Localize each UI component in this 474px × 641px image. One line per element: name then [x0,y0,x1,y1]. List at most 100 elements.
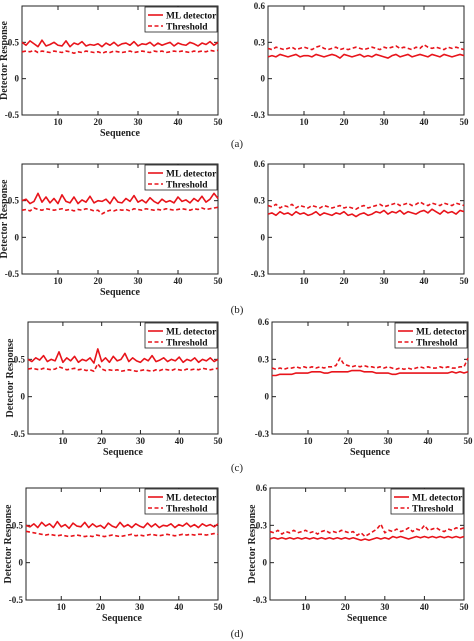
x-tick-label: 10 [300,117,310,127]
y-tick-label: -0.5 [5,110,20,120]
threshold-line [25,530,219,538]
legend-label: Threshold [412,505,454,515]
legend-label: ML detector [166,12,217,22]
plot-frame [267,5,465,116]
x-tick-label: 20 [341,602,351,612]
plot-frame [21,163,219,275]
plot-frame [27,321,219,435]
x-axis-label: Sequence [100,287,141,298]
x-tick-label: 20 [344,436,354,446]
y-tick-label: -0.5 [9,595,24,605]
ml-detector-line [272,369,469,377]
x-tick-label: 10 [54,117,64,127]
x-tick-label: 20 [340,276,350,286]
x-tick-label: 50 [464,436,474,446]
x-tick-label: 20 [94,117,104,127]
y-tick-label: 0.3 [258,354,270,364]
x-tick-label: 10 [300,276,310,286]
legend-label: Threshold [416,339,458,349]
y-tick-label: 0 [15,232,20,242]
caption-b: (b) [231,304,244,316]
ml-detector-line [267,53,465,59]
ml-detector-line [267,208,465,218]
chart-b-right: -0.3 0 0.3 0.6 10 20 30 40 50 [251,159,469,286]
x-axis-label: Sequence [347,613,388,624]
y-axis-label: Detector Response [3,504,14,584]
x-axis-label: Sequence [102,613,143,624]
x-tick-label: 40 [420,602,430,612]
y-tick-label: -0.3 [255,429,270,439]
x-tick-label: 50 [460,117,470,127]
legend-box [390,488,464,515]
y-tick-label: -0.3 [251,269,266,279]
ml-detector-line [25,520,219,530]
x-tick-label: 10 [301,602,311,612]
x-tick-label: 40 [420,117,430,127]
x-tick-label: 20 [97,436,107,446]
ml-detector-line [21,39,219,48]
x-tick-label: 50 [460,602,470,612]
x-tick-label: 20 [96,602,106,612]
x-tick-label: 40 [174,602,184,612]
x-axis-label: Sequence [100,128,141,139]
x-tick-label: 50 [214,602,224,612]
legend-label: ML detector [166,328,217,338]
legend-label: Threshold [166,181,208,191]
x-tick-label: 30 [134,117,144,127]
legend-box [394,322,468,349]
y-tick-label: 0 [263,558,268,568]
x-tick-label: 30 [135,602,145,612]
y-axis-label: Detector Response [5,338,16,418]
legend-label: ML detector [416,328,467,338]
y-tick-label: 0.6 [254,1,266,11]
x-tick-label: 50 [460,276,470,286]
chart-d-left: -0.5 0 0.5 10 20 30 40 50 Sequence Detector Respo… [3,487,224,624]
y-axis-label: Detector Response [0,179,10,259]
x-tick-label: 10 [54,276,64,286]
legend-box [144,488,218,515]
y-tick-label: 0 [265,392,270,402]
legend-box [144,6,218,33]
legend-label: ML detector [166,494,217,504]
y-tick-label: 0 [261,74,266,84]
threshold-line [267,43,465,51]
captions: (a) (b) (c) (d) [231,138,244,640]
x-tick-label: 40 [174,117,184,127]
chart-c-right: -0.3 0 0.3 0.6 10 20 30 40 50 Sequence ML detector… [255,317,473,458]
x-axis-label: Sequence [103,447,144,458]
y-axis-label: Detector Response [0,20,10,100]
caption-c: (c) [231,462,244,474]
x-tick-label: 20 [94,276,104,286]
y-tick-label: 0.5 [8,37,20,47]
chart-a-left: -0.5 0 0.5 10 20 30 40 50 Sequence Detector Respo… [0,5,223,139]
chart-b-left: -0.5 0 0.5 10 20 30 40 50 Sequence Detector Respo… [0,163,223,298]
x-tick-label: 30 [380,602,390,612]
legend-label: Threshold [166,505,208,515]
plot-frame [21,5,219,116]
y-tick-label: 0.3 [256,520,268,530]
x-tick-label: 40 [174,276,184,286]
x-tick-label: 50 [214,436,224,446]
chart-c-left: -0.5 0 0.5 10 20 30 40 50 Sequence Detector Respo… [5,321,224,458]
x-tick-label: 10 [58,436,68,446]
y-tick-label: 0 [261,232,266,242]
legend-label: Threshold [166,23,208,33]
x-tick-label: 40 [424,436,434,446]
ml-detector-line [269,535,465,542]
threshold-line [271,357,469,371]
x-tick-label: 30 [134,276,144,286]
threshold-line [21,49,219,55]
x-tick-label: 20 [340,117,350,127]
x-tick-label: 40 [175,436,185,446]
y-tick-label: -0.5 [11,429,26,439]
y-tick-label: 0.5 [14,354,26,364]
threshold-line [21,206,219,215]
y-tick-label: 0.6 [258,317,270,327]
threshold-line [27,363,219,373]
legend-label: Threshold [166,339,208,349]
plot-frame [271,321,469,435]
